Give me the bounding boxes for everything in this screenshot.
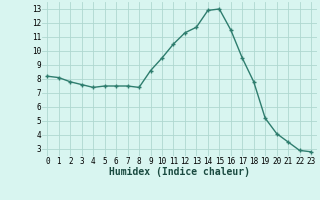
X-axis label: Humidex (Indice chaleur): Humidex (Indice chaleur) xyxy=(109,167,250,177)
